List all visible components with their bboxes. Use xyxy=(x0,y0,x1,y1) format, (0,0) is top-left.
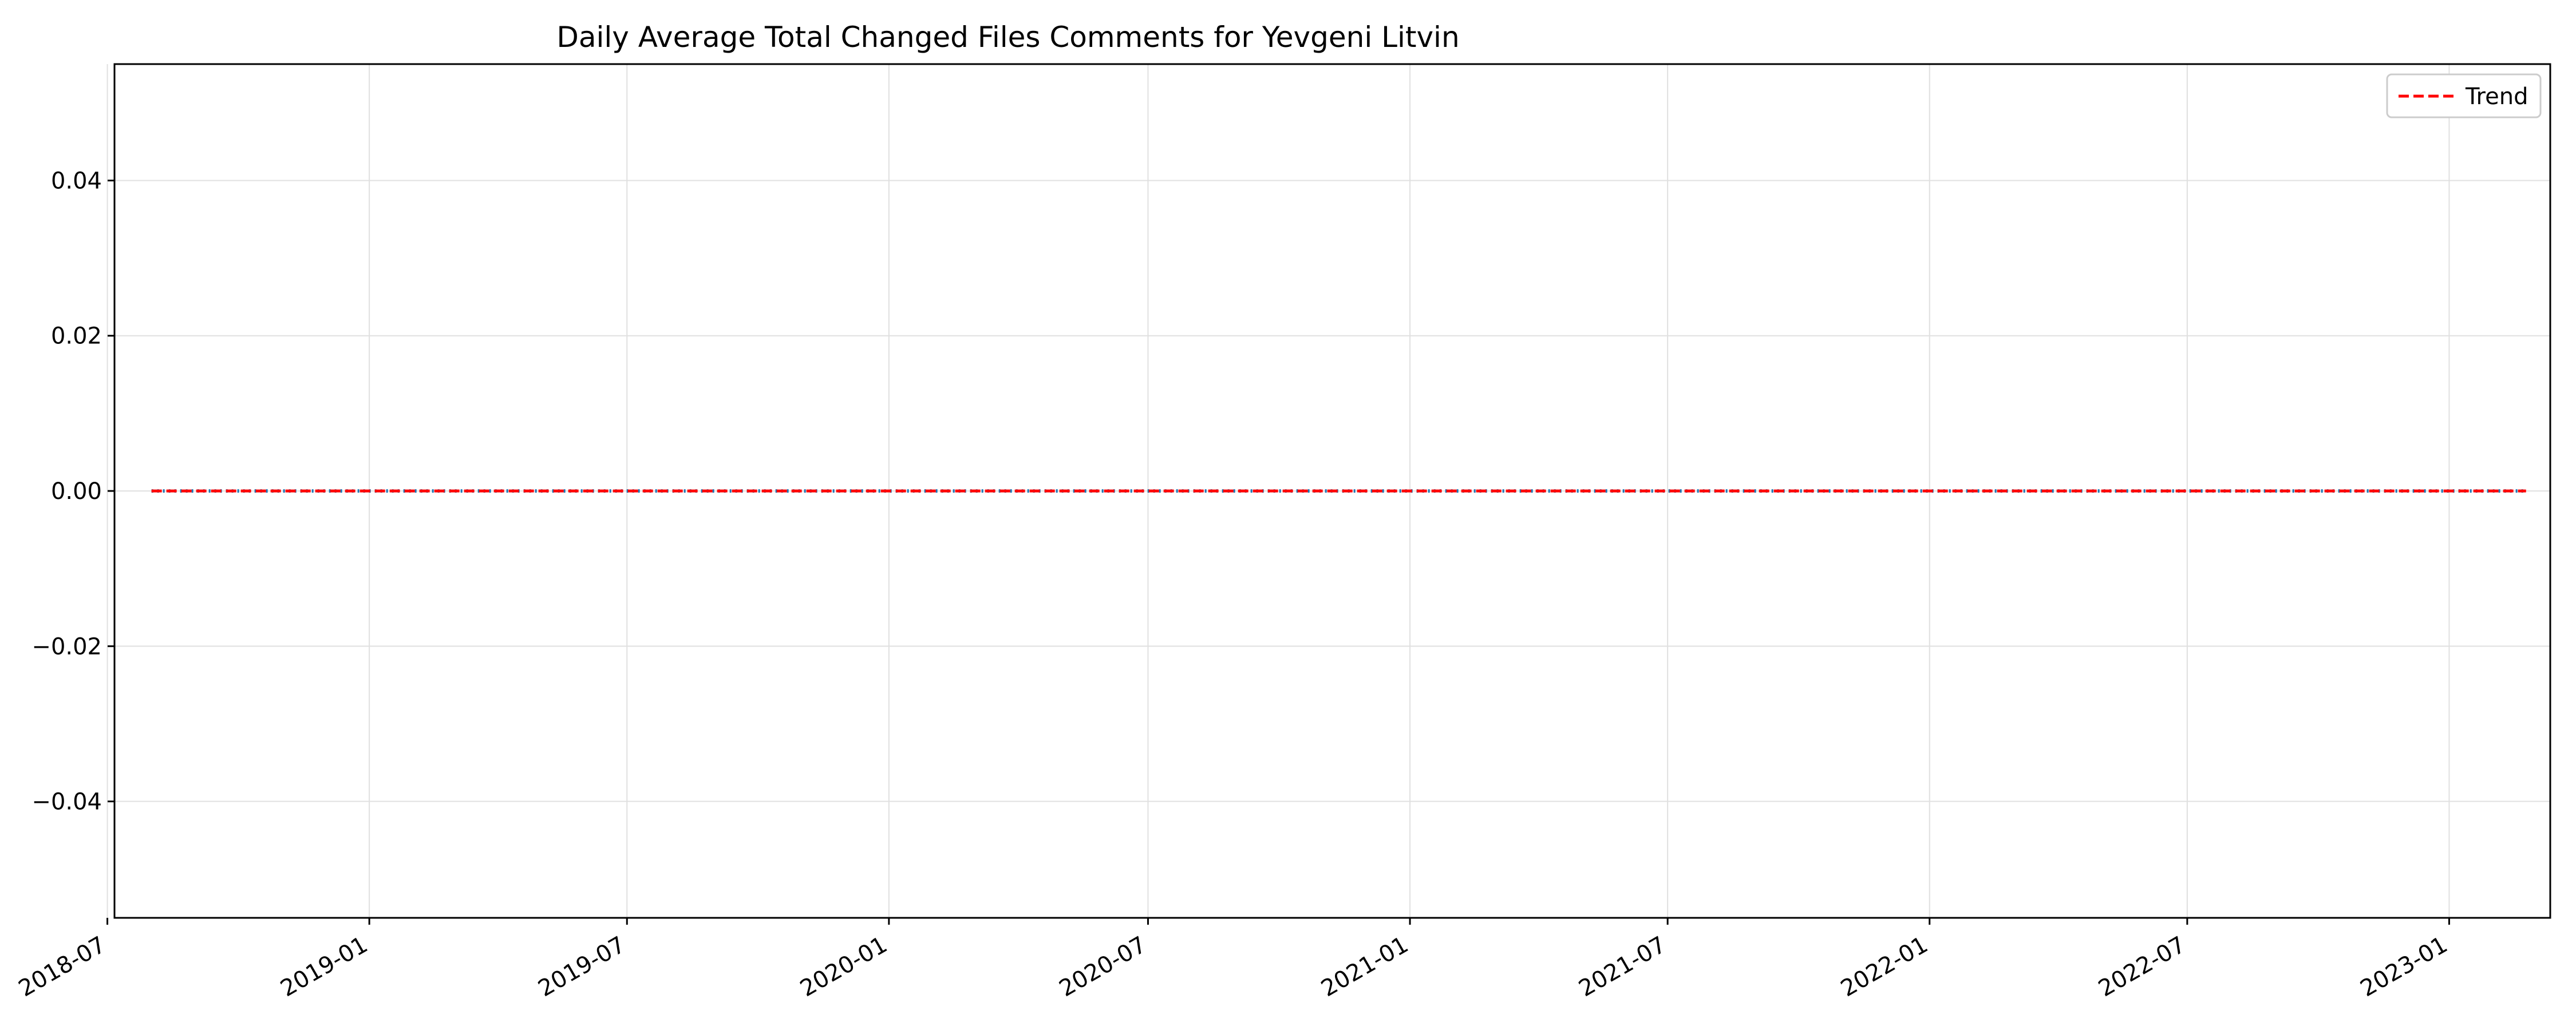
legend-box xyxy=(2386,73,2542,118)
y-tick-label: 0.02 xyxy=(51,323,102,350)
chart-title: Daily Average Total Changed Files Commen… xyxy=(556,21,1459,54)
legend: Trend xyxy=(2386,73,2542,118)
y-axis: −0.04 −0.02 0.00 0.02 0.04 xyxy=(31,168,114,815)
y-tick-label: −0.04 xyxy=(31,789,102,815)
y-tick-label: 0.00 xyxy=(51,478,102,505)
legend-trend-label: Trend xyxy=(2465,84,2528,110)
y-tick-label: 0.04 xyxy=(51,168,102,194)
y-tick-label: −0.02 xyxy=(31,633,102,660)
